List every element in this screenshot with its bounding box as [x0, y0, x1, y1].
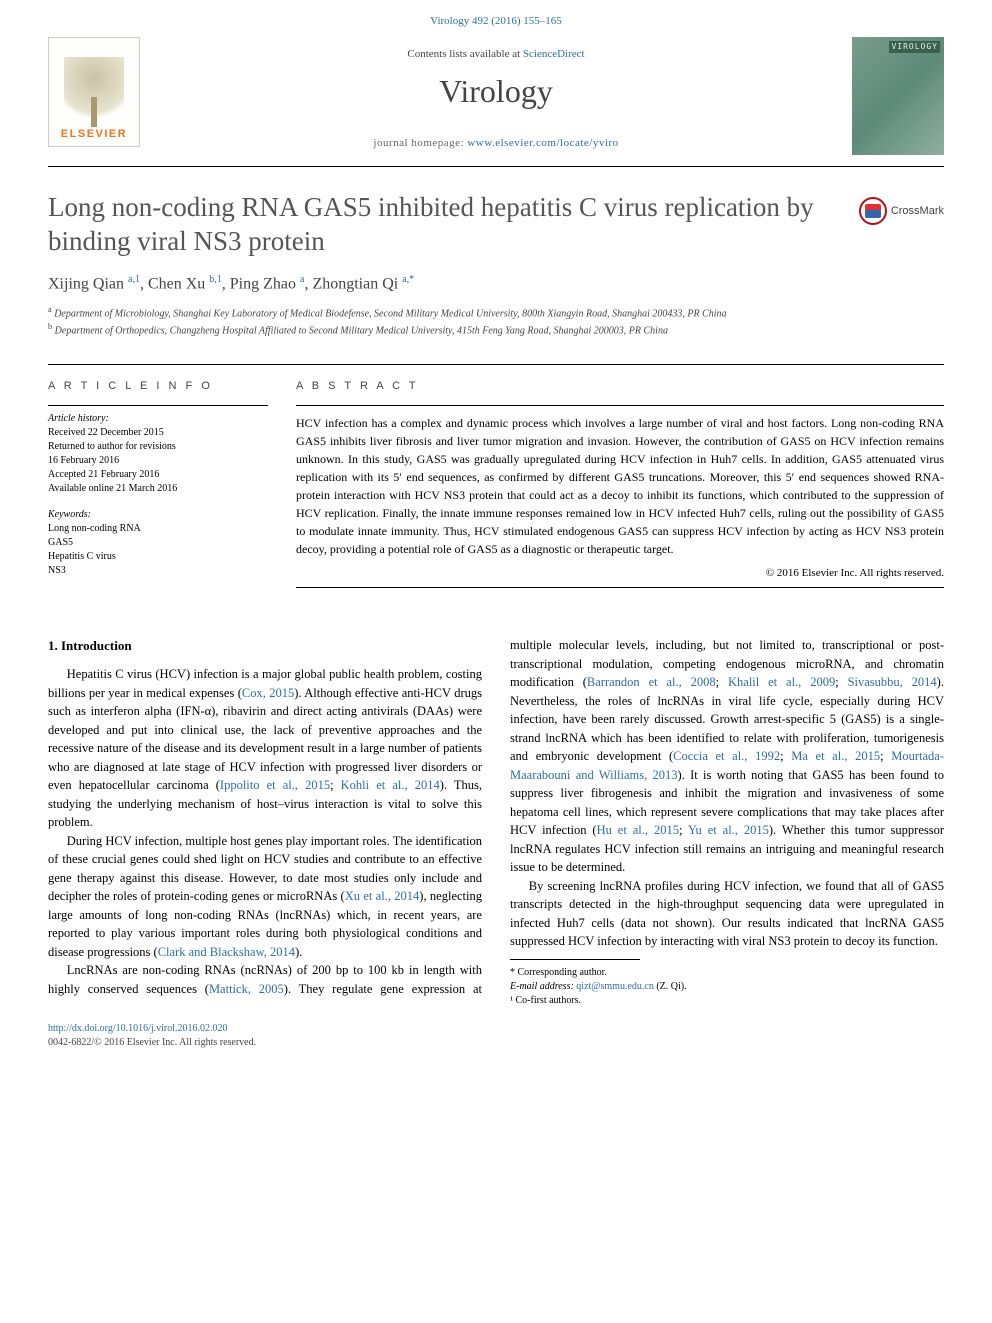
homepage-label: journal homepage: [373, 137, 467, 149]
running-head: Virology 492 (2016) 155–165 [0, 0, 992, 37]
body-columns: 1. Introduction Hepatitis C virus (HCV) … [48, 636, 944, 1008]
keywords-label: Keywords: [48, 508, 268, 522]
history-line: Returned to author for revisions [48, 440, 268, 454]
journal-banner: ELSEVIER VIROLOGY Contents lists availab… [48, 37, 944, 167]
doi-block: http://dx.doi.org/10.1016/j.virol.2016.0… [48, 1022, 944, 1050]
keyword: Long non-coding RNA [48, 522, 268, 536]
history-line: Received 22 December 2015 [48, 426, 268, 440]
keyword: NS3 [48, 564, 268, 578]
corresponding-email-link[interactable]: qizt@smmu.edu.cn [576, 981, 654, 992]
abstract-copyright: © 2016 Elsevier Inc. All rights reserved… [296, 566, 944, 581]
affiliations: a Department of Microbiology, Shanghai K… [48, 304, 944, 339]
publisher-logo: ELSEVIER [48, 37, 140, 147]
body-paragraph: Hepatitis C virus (HCV) infection is a m… [48, 665, 482, 832]
doi-link[interactable]: http://dx.doi.org/10.1016/j.virol.2016.0… [48, 1023, 228, 1034]
journal-cover-thumbnail: VIROLOGY [852, 37, 944, 155]
article-info-column: A R T I C L E I N F O Article history: R… [48, 379, 268, 588]
email-attribution: (Z. Qi). [654, 981, 687, 992]
section-number: 1. [48, 638, 58, 653]
crossmark-badge[interactable]: CrossMark [859, 197, 944, 225]
homepage-link[interactable]: www.elsevier.com/locate/yviro [467, 137, 618, 149]
history-lines: Received 22 December 2015Returned to aut… [48, 426, 268, 496]
section-title: Introduction [61, 638, 132, 653]
history-line: Accepted 21 February 2016 [48, 468, 268, 482]
footnote-rule [510, 959, 640, 960]
abstract-text: HCV infection has a complex and dynamic … [296, 414, 944, 558]
crossmark-icon [859, 197, 887, 225]
history-line: 16 February 2016 [48, 454, 268, 468]
journal-homepage: journal homepage: www.elsevier.com/locat… [48, 136, 944, 151]
author-list: Xijing Qian a,1, Chen Xu b,1, Ping Zhao … [48, 273, 944, 296]
keyword: GAS5 [48, 536, 268, 550]
sciencedirect-link[interactable]: ScienceDirect [523, 48, 585, 60]
abstract-column: A B S T R A C T HCV infection has a comp… [296, 379, 944, 588]
body-paragraph: By screening lncRNA profiles during HCV … [510, 877, 944, 951]
cofirst-note: ¹ Co-first authors. [510, 994, 944, 1008]
issn-copyright: 0042-6822/© 2016 Elsevier Inc. All right… [48, 1037, 256, 1048]
contents-prefix: Contents lists available at [407, 48, 522, 60]
article-info-heading: A R T I C L E I N F O [48, 379, 268, 394]
footnotes: * Corresponding author. E-mail address: … [510, 959, 944, 1008]
section-heading: 1. Introduction [48, 636, 482, 655]
keyword-lines: Long non-coding RNAGAS5Hepatitis C virus… [48, 522, 268, 578]
cover-title: VIROLOGY [889, 41, 940, 53]
crossmark-label: CrossMark [891, 204, 944, 219]
publisher-name: ELSEVIER [61, 127, 127, 142]
tree-icon [64, 57, 124, 127]
corresponding-author-note: * Corresponding author. [510, 966, 944, 980]
keyword: Hepatitis C virus [48, 550, 268, 564]
abstract-heading: A B S T R A C T [296, 379, 944, 394]
body-paragraph: During HCV infection, multiple host gene… [48, 832, 482, 962]
history-label: Article history: [48, 412, 268, 426]
email-label: E-mail address: [510, 981, 576, 992]
contents-line: Contents lists available at ScienceDirec… [48, 37, 944, 62]
article-title: Long non-coding RNA GAS5 inhibited hepat… [48, 191, 847, 259]
journal-name: Virology [48, 69, 944, 114]
history-line: Available online 21 March 2016 [48, 482, 268, 496]
